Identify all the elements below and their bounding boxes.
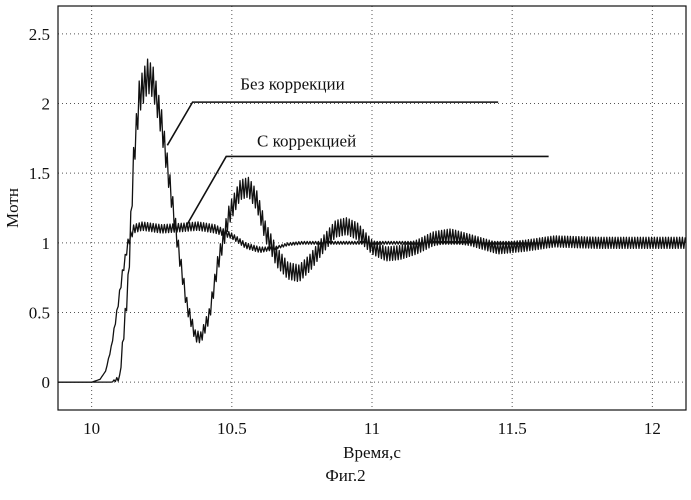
x-tick-label: 12 <box>644 419 661 438</box>
figure-caption: Фиг.2 <box>0 466 691 486</box>
grid <box>58 6 686 410</box>
x-tick-label: 11.5 <box>498 419 527 438</box>
x-tick-label: 11 <box>364 419 380 438</box>
x-axis-label: Время,с <box>343 443 401 462</box>
y-axis-label: Mотн <box>3 188 22 228</box>
series-layer <box>58 59 685 382</box>
annotation-layer: Без коррекции С коррекцией <box>167 75 548 225</box>
y-tick-label: 1 <box>42 234 51 253</box>
y-tick-label: 0 <box>42 373 51 392</box>
annotation-label-with-correction: С коррекцией <box>257 132 356 151</box>
y-tick-label: 0.5 <box>29 303 50 322</box>
x-tick-label: 10 <box>83 419 100 438</box>
x-tick-label: 10.5 <box>217 419 247 438</box>
y-tick-label: 2 <box>42 95 51 114</box>
series-line-without-correction <box>58 59 685 382</box>
y-tick-label: 1.5 <box>29 164 50 183</box>
y-tick-label: 2.5 <box>29 25 50 44</box>
annotation-label-without-correction: Без коррекции <box>240 75 344 94</box>
